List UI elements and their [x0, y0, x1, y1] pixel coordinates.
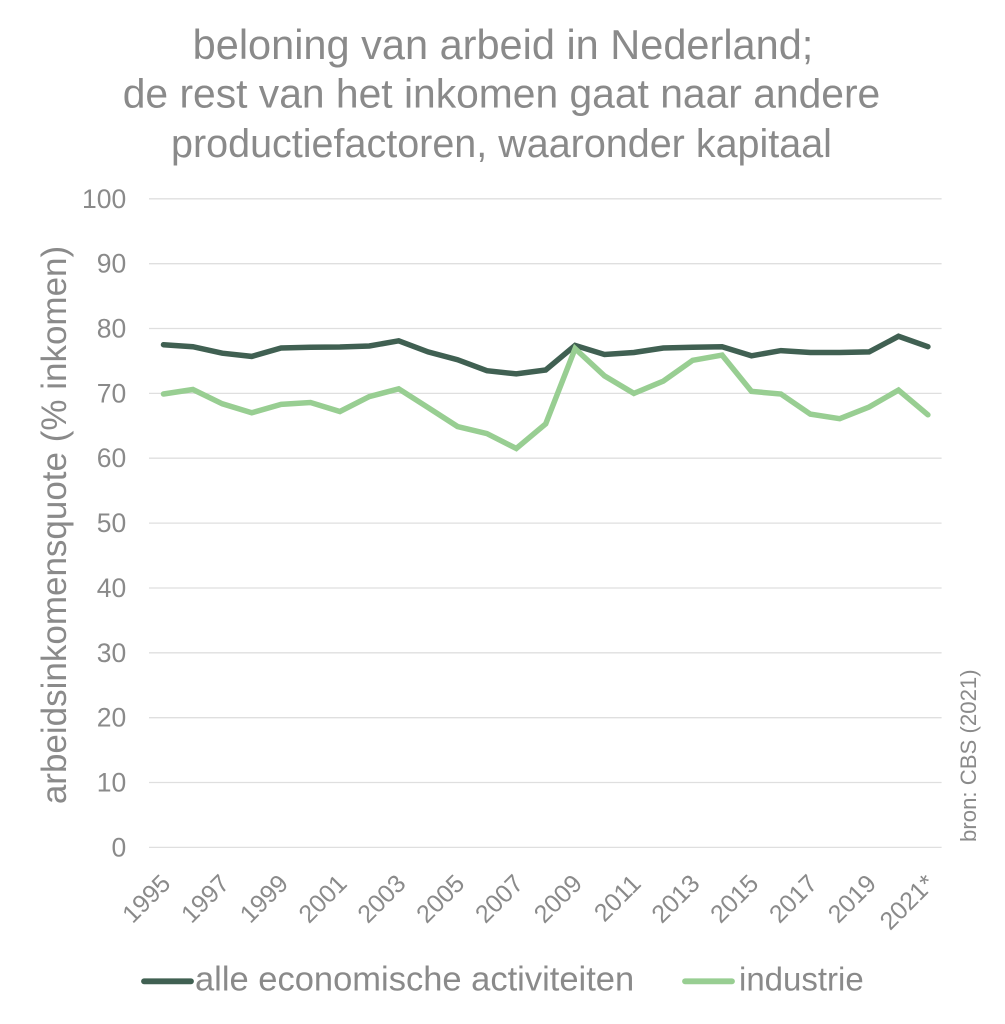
- svg-text:industrie: industrie: [739, 961, 864, 998]
- svg-text:productiefactoren, waaronder k: productiefactoren, waaronder kapitaal: [171, 122, 832, 166]
- svg-text:20: 20: [97, 703, 126, 733]
- svg-text:60: 60: [97, 443, 126, 473]
- svg-text:50: 50: [97, 508, 126, 538]
- svg-text:alle economische activiteiten: alle economische activiteiten: [195, 961, 634, 999]
- svg-text:80: 80: [97, 314, 126, 344]
- svg-text:bron: CBS (2021): bron: CBS (2021): [956, 669, 981, 842]
- svg-text:10: 10: [97, 768, 126, 798]
- svg-text:40: 40: [97, 573, 126, 603]
- svg-text:70: 70: [97, 378, 126, 408]
- svg-text:0: 0: [111, 832, 126, 862]
- svg-text:90: 90: [97, 249, 126, 279]
- svg-text:de rest van het inkomen gaat n: de rest van het inkomen gaat naar andere: [123, 71, 881, 117]
- svg-text:100: 100: [82, 184, 126, 214]
- svg-text:beloning van arbeid in Nederla: beloning van arbeid in Nederland;: [193, 21, 814, 68]
- svg-text:arbeidsinkomensquote (% inkome: arbeidsinkomensquote (% inkomen): [35, 246, 74, 804]
- svg-text:30: 30: [97, 638, 126, 668]
